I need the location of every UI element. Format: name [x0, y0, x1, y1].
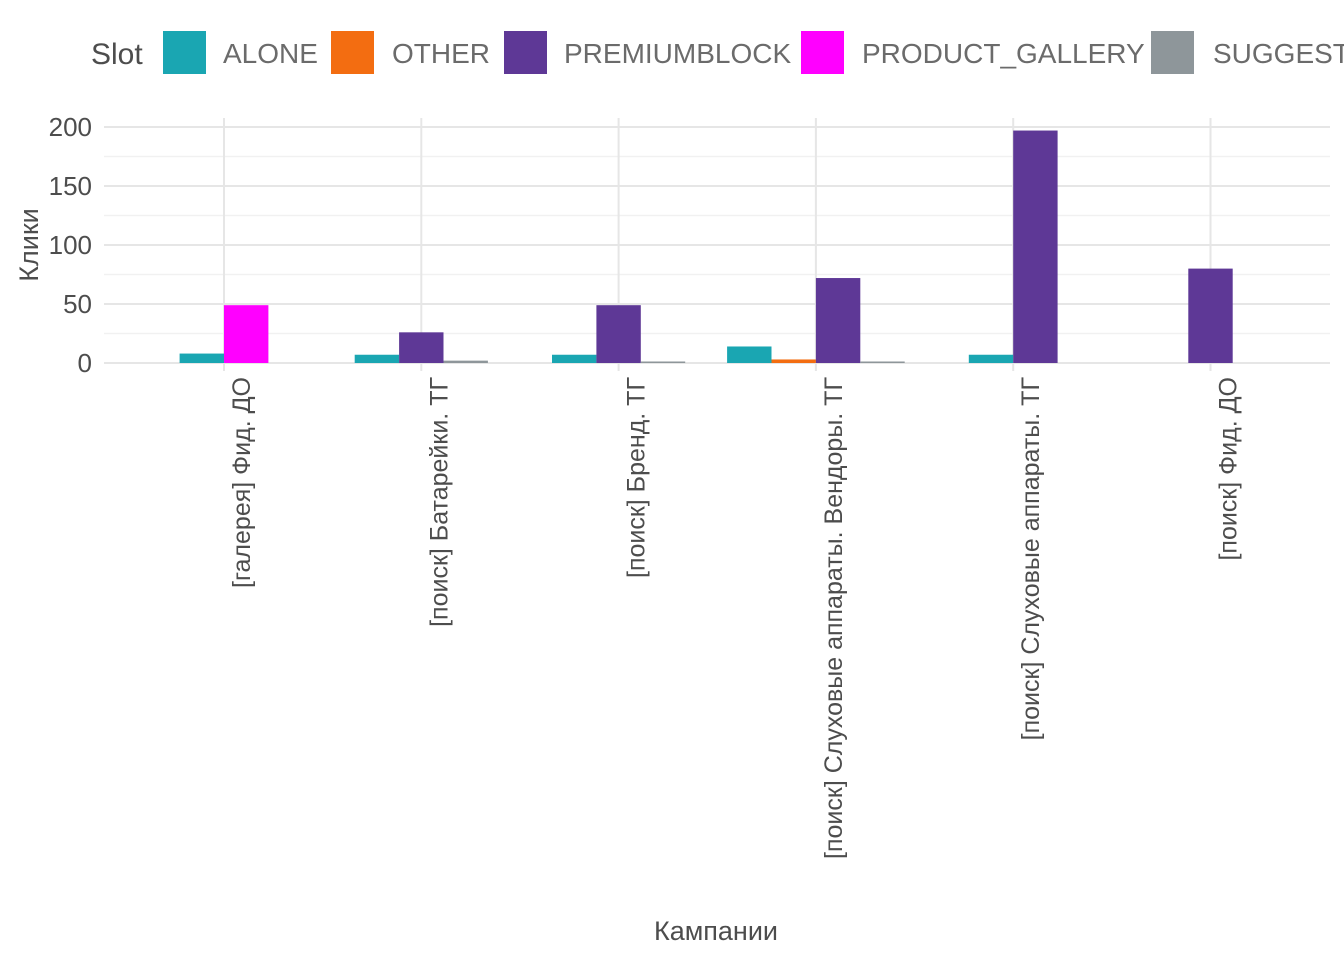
y-tick-label: 0 [78, 348, 92, 378]
y-axis-ticks: 0 50 100 150 200 [49, 112, 92, 378]
bar-alone [179, 353, 224, 363]
legend-label: ALONE [223, 38, 318, 69]
legend-title: Slot [91, 38, 143, 71]
grid [104, 118, 1330, 371]
bar-other [771, 359, 816, 363]
x-tick-label: [поиск] Бренд. ТГ [623, 377, 651, 578]
x-axis-ticks: [галерея] Фид. ДО [поиск] Батарейки. ТГ [п… [228, 377, 1243, 859]
legend-key-product-gallery [801, 31, 844, 74]
x-tick-label: [поиск] Слуховые аппараты. Вендоры. ТГ [820, 377, 848, 859]
y-axis-title: Клики [14, 208, 44, 281]
y-tick-label: 100 [49, 230, 92, 260]
bar-alone [552, 354, 597, 363]
legend-label: OTHER [392, 38, 490, 69]
bar-premiumblock [596, 305, 641, 363]
bar-premiumblock [815, 278, 861, 363]
bar-suggest [443, 360, 488, 363]
x-tick-label: [галерея] Фид. ДО [228, 377, 256, 588]
bar-alone [727, 346, 772, 363]
x-axis-title: Кампании [654, 916, 778, 946]
x-tick-label: [поиск] Слуховые аппараты. ТГ [1017, 377, 1045, 741]
legend-key-premiumblock [504, 31, 547, 74]
y-tick-label: 150 [49, 171, 92, 201]
bar-alone [354, 354, 400, 363]
legend-label: PRODUCT_GALLERY [862, 38, 1145, 69]
y-tick-label: 50 [63, 289, 92, 319]
x-tick-label: [поиск] Батарейки. ТГ [425, 377, 453, 627]
legend-key-suggest [1151, 31, 1194, 74]
bar-suggest [640, 361, 686, 363]
x-tick-label: [поиск] Фид. ДО [1215, 377, 1243, 561]
legend-key-alone [163, 31, 206, 74]
bar-suggest [860, 361, 905, 363]
bars [179, 130, 1233, 363]
legend: Slot ALONE OTHER PREMIUMBLOCK PRODUCT_GALLE… [91, 31, 1344, 74]
legend-label: SUGGEST [1213, 38, 1344, 69]
bar-premiumblock [1188, 268, 1233, 363]
bar-product-gallery [224, 305, 269, 363]
bar-alone [968, 354, 1014, 363]
legend-label: PREMIUMBLOCK [564, 38, 791, 69]
bar-premiumblock [399, 332, 444, 363]
y-tick-label: 200 [49, 112, 92, 142]
legend-key-other [331, 31, 374, 74]
bar-premiumblock [1013, 130, 1058, 363]
